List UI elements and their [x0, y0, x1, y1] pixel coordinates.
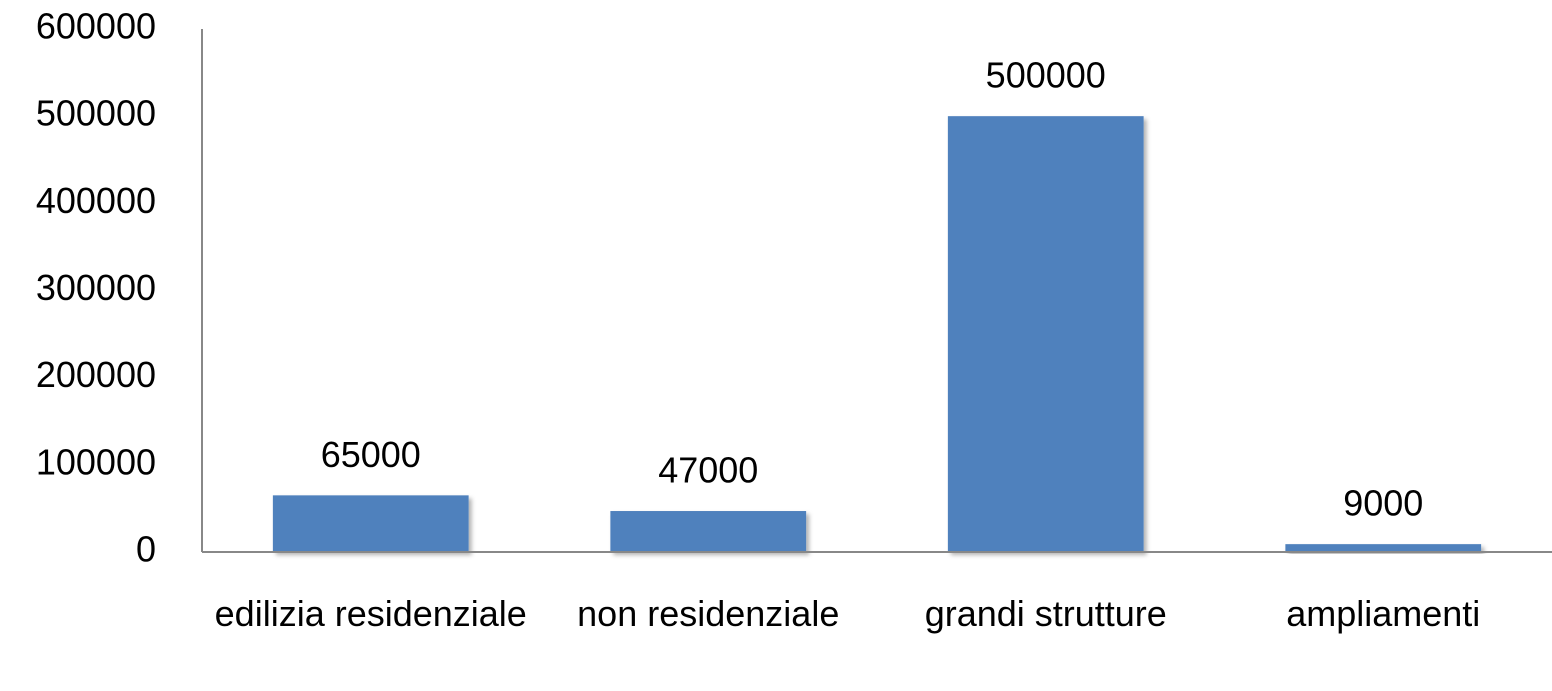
y-tick-label: 400000 [36, 180, 156, 221]
y-tick-label: 0 [136, 529, 156, 570]
y-tick-label: 300000 [36, 267, 156, 308]
bar [610, 511, 807, 552]
y-tick-label: 200000 [36, 354, 156, 395]
data-label: 47000 [658, 450, 758, 491]
y-tick-label: 100000 [36, 441, 156, 482]
x-tick-label: edilizia residenziale [214, 593, 527, 634]
x-tick-label: grandi strutture [924, 593, 1167, 634]
y-tick-label: 600000 [36, 6, 156, 47]
data-label: 500000 [986, 55, 1106, 96]
x-tick-label: non residenziale [577, 593, 840, 634]
data-label: 9000 [1343, 483, 1423, 524]
data-label: 65000 [321, 434, 421, 475]
y-tick-label: 500000 [36, 93, 156, 134]
bar [272, 495, 469, 552]
x-tick-label: ampliamenti [1286, 593, 1481, 634]
bar [1285, 544, 1482, 552]
bar [947, 116, 1144, 553]
